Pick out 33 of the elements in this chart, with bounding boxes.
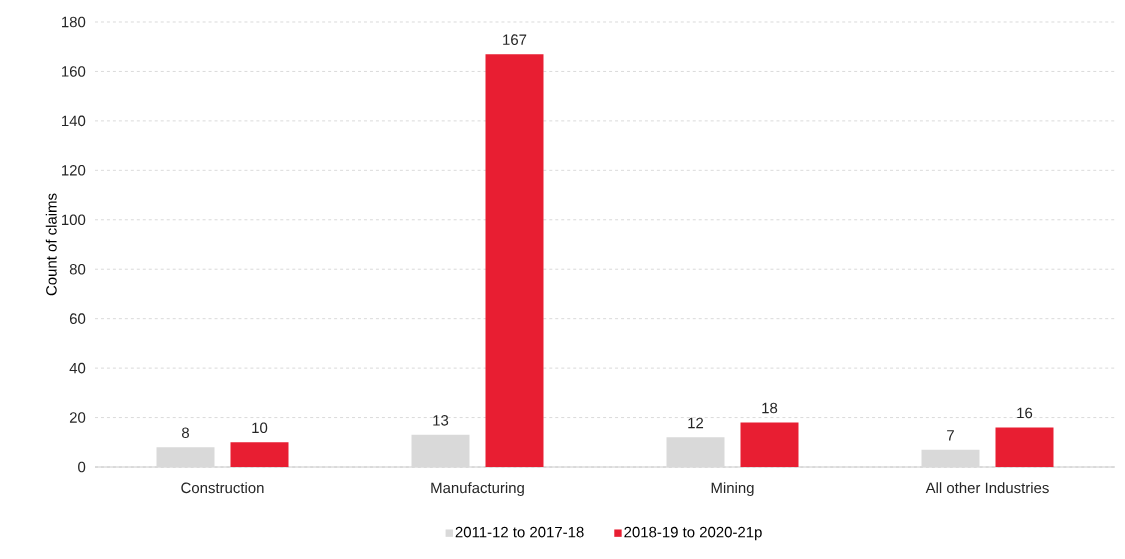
legend-label: 2018-19 to 2020-21p: [624, 526, 762, 541]
data-label: 16: [1017, 407, 1033, 419]
y-tick-label: 40: [69, 362, 86, 374]
bar: [740, 422, 799, 467]
data-label: 13: [433, 415, 449, 426]
x-tick-label: Construction: [181, 482, 264, 494]
bar: [995, 427, 1054, 467]
y-tick-label: 140: [62, 115, 86, 127]
y-tick-label: 20: [69, 412, 86, 423]
data-label: 10: [252, 422, 268, 434]
bar: [666, 437, 725, 467]
bar: [411, 434, 470, 467]
data-label: 12: [688, 417, 704, 429]
y-tick-label: 180: [62, 16, 86, 28]
y-tick-label: 60: [69, 313, 86, 324]
bar: [156, 447, 215, 467]
x-tick-label: Manufacturing: [431, 482, 524, 497]
bar: [921, 449, 980, 467]
x-tick-label: Mining: [711, 482, 754, 497]
x-tick-label: All other Industries: [925, 482, 1049, 494]
y-tick-label: 80: [69, 263, 86, 275]
data-label: 167: [503, 34, 527, 45]
bar: [230, 442, 289, 467]
y-tick-label: 100: [62, 214, 86, 226]
legend-label: 2011-12 to 2017-18: [455, 526, 584, 538]
bar: [485, 54, 544, 467]
y-tick-label: 120: [62, 165, 86, 176]
data-label: 8: [182, 427, 189, 439]
y-axis-title: Count of claims: [45, 193, 57, 296]
y-tick-label: 160: [62, 66, 86, 77]
data-label: 7: [947, 430, 954, 441]
data-label: 18: [762, 402, 778, 414]
y-tick-label: 0: [78, 461, 86, 473]
